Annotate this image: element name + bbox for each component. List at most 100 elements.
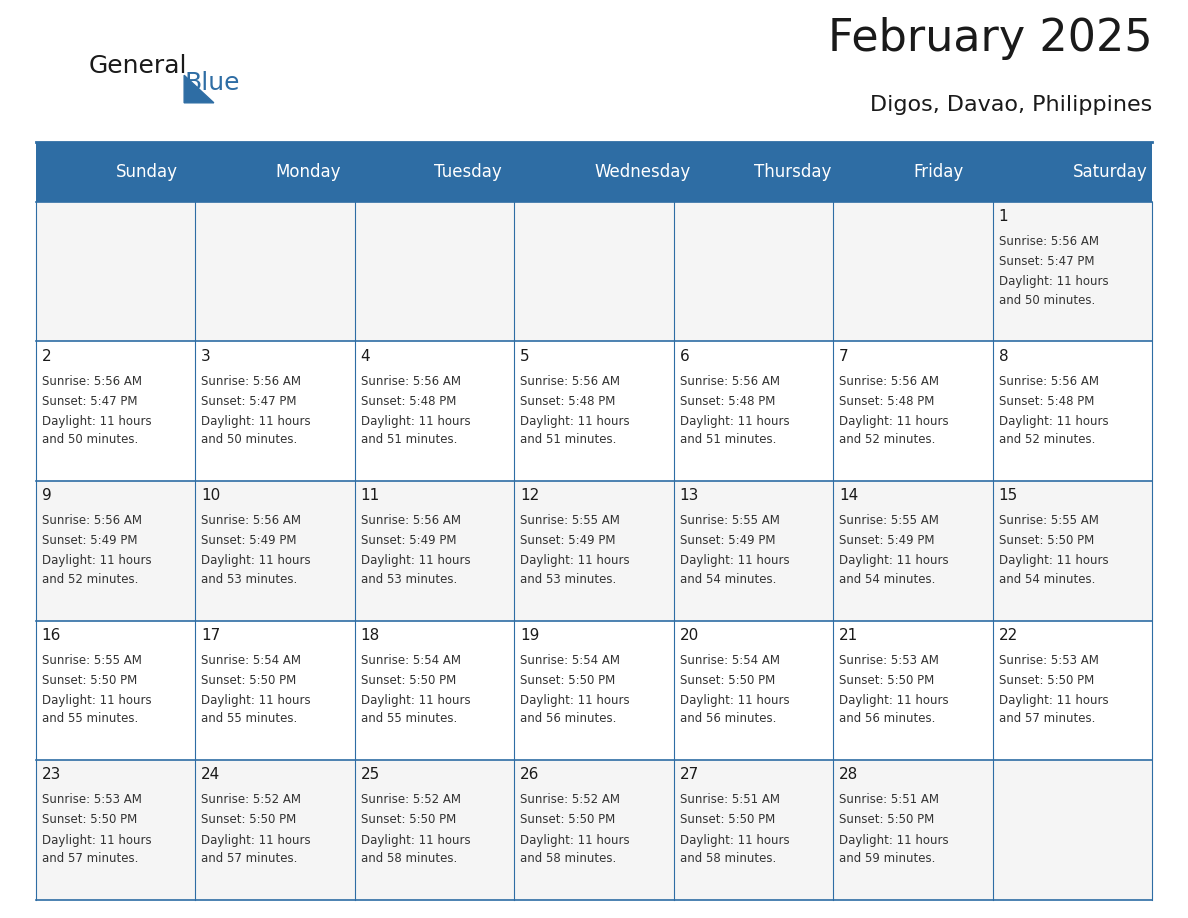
Text: 14: 14 (839, 488, 859, 503)
Text: 1: 1 (999, 209, 1009, 224)
Text: 12: 12 (520, 488, 539, 503)
Text: Sunset: 5:48 PM: Sunset: 5:48 PM (520, 395, 615, 408)
Text: Daylight: 11 hours: Daylight: 11 hours (999, 415, 1108, 428)
Text: and 58 minutes.: and 58 minutes. (680, 852, 776, 865)
Text: 5: 5 (520, 349, 530, 364)
Text: and 58 minutes.: and 58 minutes. (361, 852, 457, 865)
Text: Sunrise: 5:53 AM: Sunrise: 5:53 AM (42, 793, 141, 806)
Text: Thursday: Thursday (753, 163, 830, 181)
Text: and 55 minutes.: and 55 minutes. (42, 712, 138, 725)
Text: 9: 9 (42, 488, 51, 503)
Text: February 2025: February 2025 (828, 17, 1152, 60)
Text: 24: 24 (201, 767, 220, 782)
Text: Sunset: 5:50 PM: Sunset: 5:50 PM (999, 534, 1094, 547)
FancyBboxPatch shape (36, 202, 1152, 341)
Text: Daylight: 11 hours: Daylight: 11 hours (201, 554, 311, 567)
Text: Wednesday: Wednesday (594, 163, 690, 181)
Text: 11: 11 (361, 488, 380, 503)
FancyBboxPatch shape (36, 341, 1152, 481)
Text: and 55 minutes.: and 55 minutes. (361, 712, 457, 725)
Text: Sunrise: 5:52 AM: Sunrise: 5:52 AM (361, 793, 461, 806)
Text: and 52 minutes.: and 52 minutes. (42, 573, 138, 586)
Text: Daylight: 11 hours: Daylight: 11 hours (839, 554, 949, 567)
Text: Daylight: 11 hours: Daylight: 11 hours (42, 415, 151, 428)
Text: Sunrise: 5:53 AM: Sunrise: 5:53 AM (999, 654, 1099, 666)
Text: Sunrise: 5:55 AM: Sunrise: 5:55 AM (839, 514, 939, 527)
Text: 19: 19 (520, 628, 539, 643)
Text: and 50 minutes.: and 50 minutes. (201, 433, 297, 446)
Text: Daylight: 11 hours: Daylight: 11 hours (42, 694, 151, 707)
Text: Sunrise: 5:55 AM: Sunrise: 5:55 AM (999, 514, 1099, 527)
Polygon shape (184, 75, 214, 103)
Text: and 56 minutes.: and 56 minutes. (680, 712, 776, 725)
Text: Sunrise: 5:56 AM: Sunrise: 5:56 AM (42, 375, 141, 387)
Text: Daylight: 11 hours: Daylight: 11 hours (680, 694, 789, 707)
Text: 16: 16 (42, 628, 61, 643)
Text: Digos, Davao, Philippines: Digos, Davao, Philippines (870, 95, 1152, 115)
Text: and 57 minutes.: and 57 minutes. (42, 852, 138, 865)
Text: Daylight: 11 hours: Daylight: 11 hours (201, 415, 311, 428)
Text: and 58 minutes.: and 58 minutes. (520, 852, 617, 865)
Text: Daylight: 11 hours: Daylight: 11 hours (361, 834, 470, 846)
Text: Sunrise: 5:54 AM: Sunrise: 5:54 AM (520, 654, 620, 666)
Text: and 57 minutes.: and 57 minutes. (999, 712, 1095, 725)
Text: Daylight: 11 hours: Daylight: 11 hours (839, 834, 949, 846)
Text: and 56 minutes.: and 56 minutes. (520, 712, 617, 725)
Text: Sunrise: 5:56 AM: Sunrise: 5:56 AM (361, 514, 461, 527)
Text: Saturday: Saturday (1073, 163, 1148, 181)
Text: and 52 minutes.: and 52 minutes. (999, 433, 1095, 446)
Text: 2: 2 (42, 349, 51, 364)
Text: 21: 21 (839, 628, 859, 643)
Text: Tuesday: Tuesday (435, 163, 503, 181)
Text: 13: 13 (680, 488, 699, 503)
Text: and 56 minutes.: and 56 minutes. (839, 712, 936, 725)
Text: Daylight: 11 hours: Daylight: 11 hours (201, 834, 311, 846)
Text: 28: 28 (839, 767, 859, 782)
Text: 6: 6 (680, 349, 689, 364)
Text: Sunrise: 5:56 AM: Sunrise: 5:56 AM (201, 514, 301, 527)
Text: Daylight: 11 hours: Daylight: 11 hours (680, 415, 789, 428)
Text: 18: 18 (361, 628, 380, 643)
Text: Sunrise: 5:56 AM: Sunrise: 5:56 AM (361, 375, 461, 387)
Text: 20: 20 (680, 628, 699, 643)
Text: and 53 minutes.: and 53 minutes. (520, 573, 617, 586)
Text: Sunset: 5:48 PM: Sunset: 5:48 PM (361, 395, 456, 408)
Text: Sunset: 5:49 PM: Sunset: 5:49 PM (839, 534, 935, 547)
Text: Sunset: 5:50 PM: Sunset: 5:50 PM (42, 813, 137, 826)
Text: Sunset: 5:48 PM: Sunset: 5:48 PM (839, 395, 935, 408)
Text: Daylight: 11 hours: Daylight: 11 hours (361, 554, 470, 567)
Text: Sunset: 5:50 PM: Sunset: 5:50 PM (839, 674, 935, 687)
Text: 22: 22 (999, 628, 1018, 643)
Text: Sunset: 5:47 PM: Sunset: 5:47 PM (999, 255, 1094, 268)
Text: Daylight: 11 hours: Daylight: 11 hours (999, 554, 1108, 567)
Text: Sunset: 5:50 PM: Sunset: 5:50 PM (361, 813, 456, 826)
Text: Sunrise: 5:52 AM: Sunrise: 5:52 AM (201, 793, 301, 806)
Text: and 54 minutes.: and 54 minutes. (839, 573, 936, 586)
FancyBboxPatch shape (36, 760, 1152, 900)
Text: and 51 minutes.: and 51 minutes. (520, 433, 617, 446)
Text: and 54 minutes.: and 54 minutes. (999, 573, 1095, 586)
Text: Sunrise: 5:55 AM: Sunrise: 5:55 AM (520, 514, 620, 527)
Text: Sunset: 5:50 PM: Sunset: 5:50 PM (680, 813, 775, 826)
Text: Sunrise: 5:52 AM: Sunrise: 5:52 AM (520, 793, 620, 806)
Text: Daylight: 11 hours: Daylight: 11 hours (520, 694, 630, 707)
Text: Daylight: 11 hours: Daylight: 11 hours (520, 554, 630, 567)
Text: and 52 minutes.: and 52 minutes. (839, 433, 936, 446)
Text: Daylight: 11 hours: Daylight: 11 hours (42, 554, 151, 567)
Text: Sunrise: 5:56 AM: Sunrise: 5:56 AM (680, 375, 779, 387)
Text: Daylight: 11 hours: Daylight: 11 hours (361, 694, 470, 707)
Text: Sunset: 5:50 PM: Sunset: 5:50 PM (201, 674, 296, 687)
Text: and 53 minutes.: and 53 minutes. (201, 573, 297, 586)
Text: Sunrise: 5:54 AM: Sunrise: 5:54 AM (361, 654, 461, 666)
Text: 10: 10 (201, 488, 220, 503)
Text: 26: 26 (520, 767, 539, 782)
Text: Daylight: 11 hours: Daylight: 11 hours (201, 694, 311, 707)
Text: Daylight: 11 hours: Daylight: 11 hours (361, 415, 470, 428)
Text: Sunset: 5:49 PM: Sunset: 5:49 PM (680, 534, 776, 547)
Text: Blue: Blue (184, 71, 240, 95)
Text: Sunset: 5:49 PM: Sunset: 5:49 PM (42, 534, 137, 547)
Text: Sunset: 5:49 PM: Sunset: 5:49 PM (361, 534, 456, 547)
Text: 17: 17 (201, 628, 220, 643)
FancyBboxPatch shape (36, 142, 1152, 202)
Text: Sunset: 5:47 PM: Sunset: 5:47 PM (201, 395, 297, 408)
